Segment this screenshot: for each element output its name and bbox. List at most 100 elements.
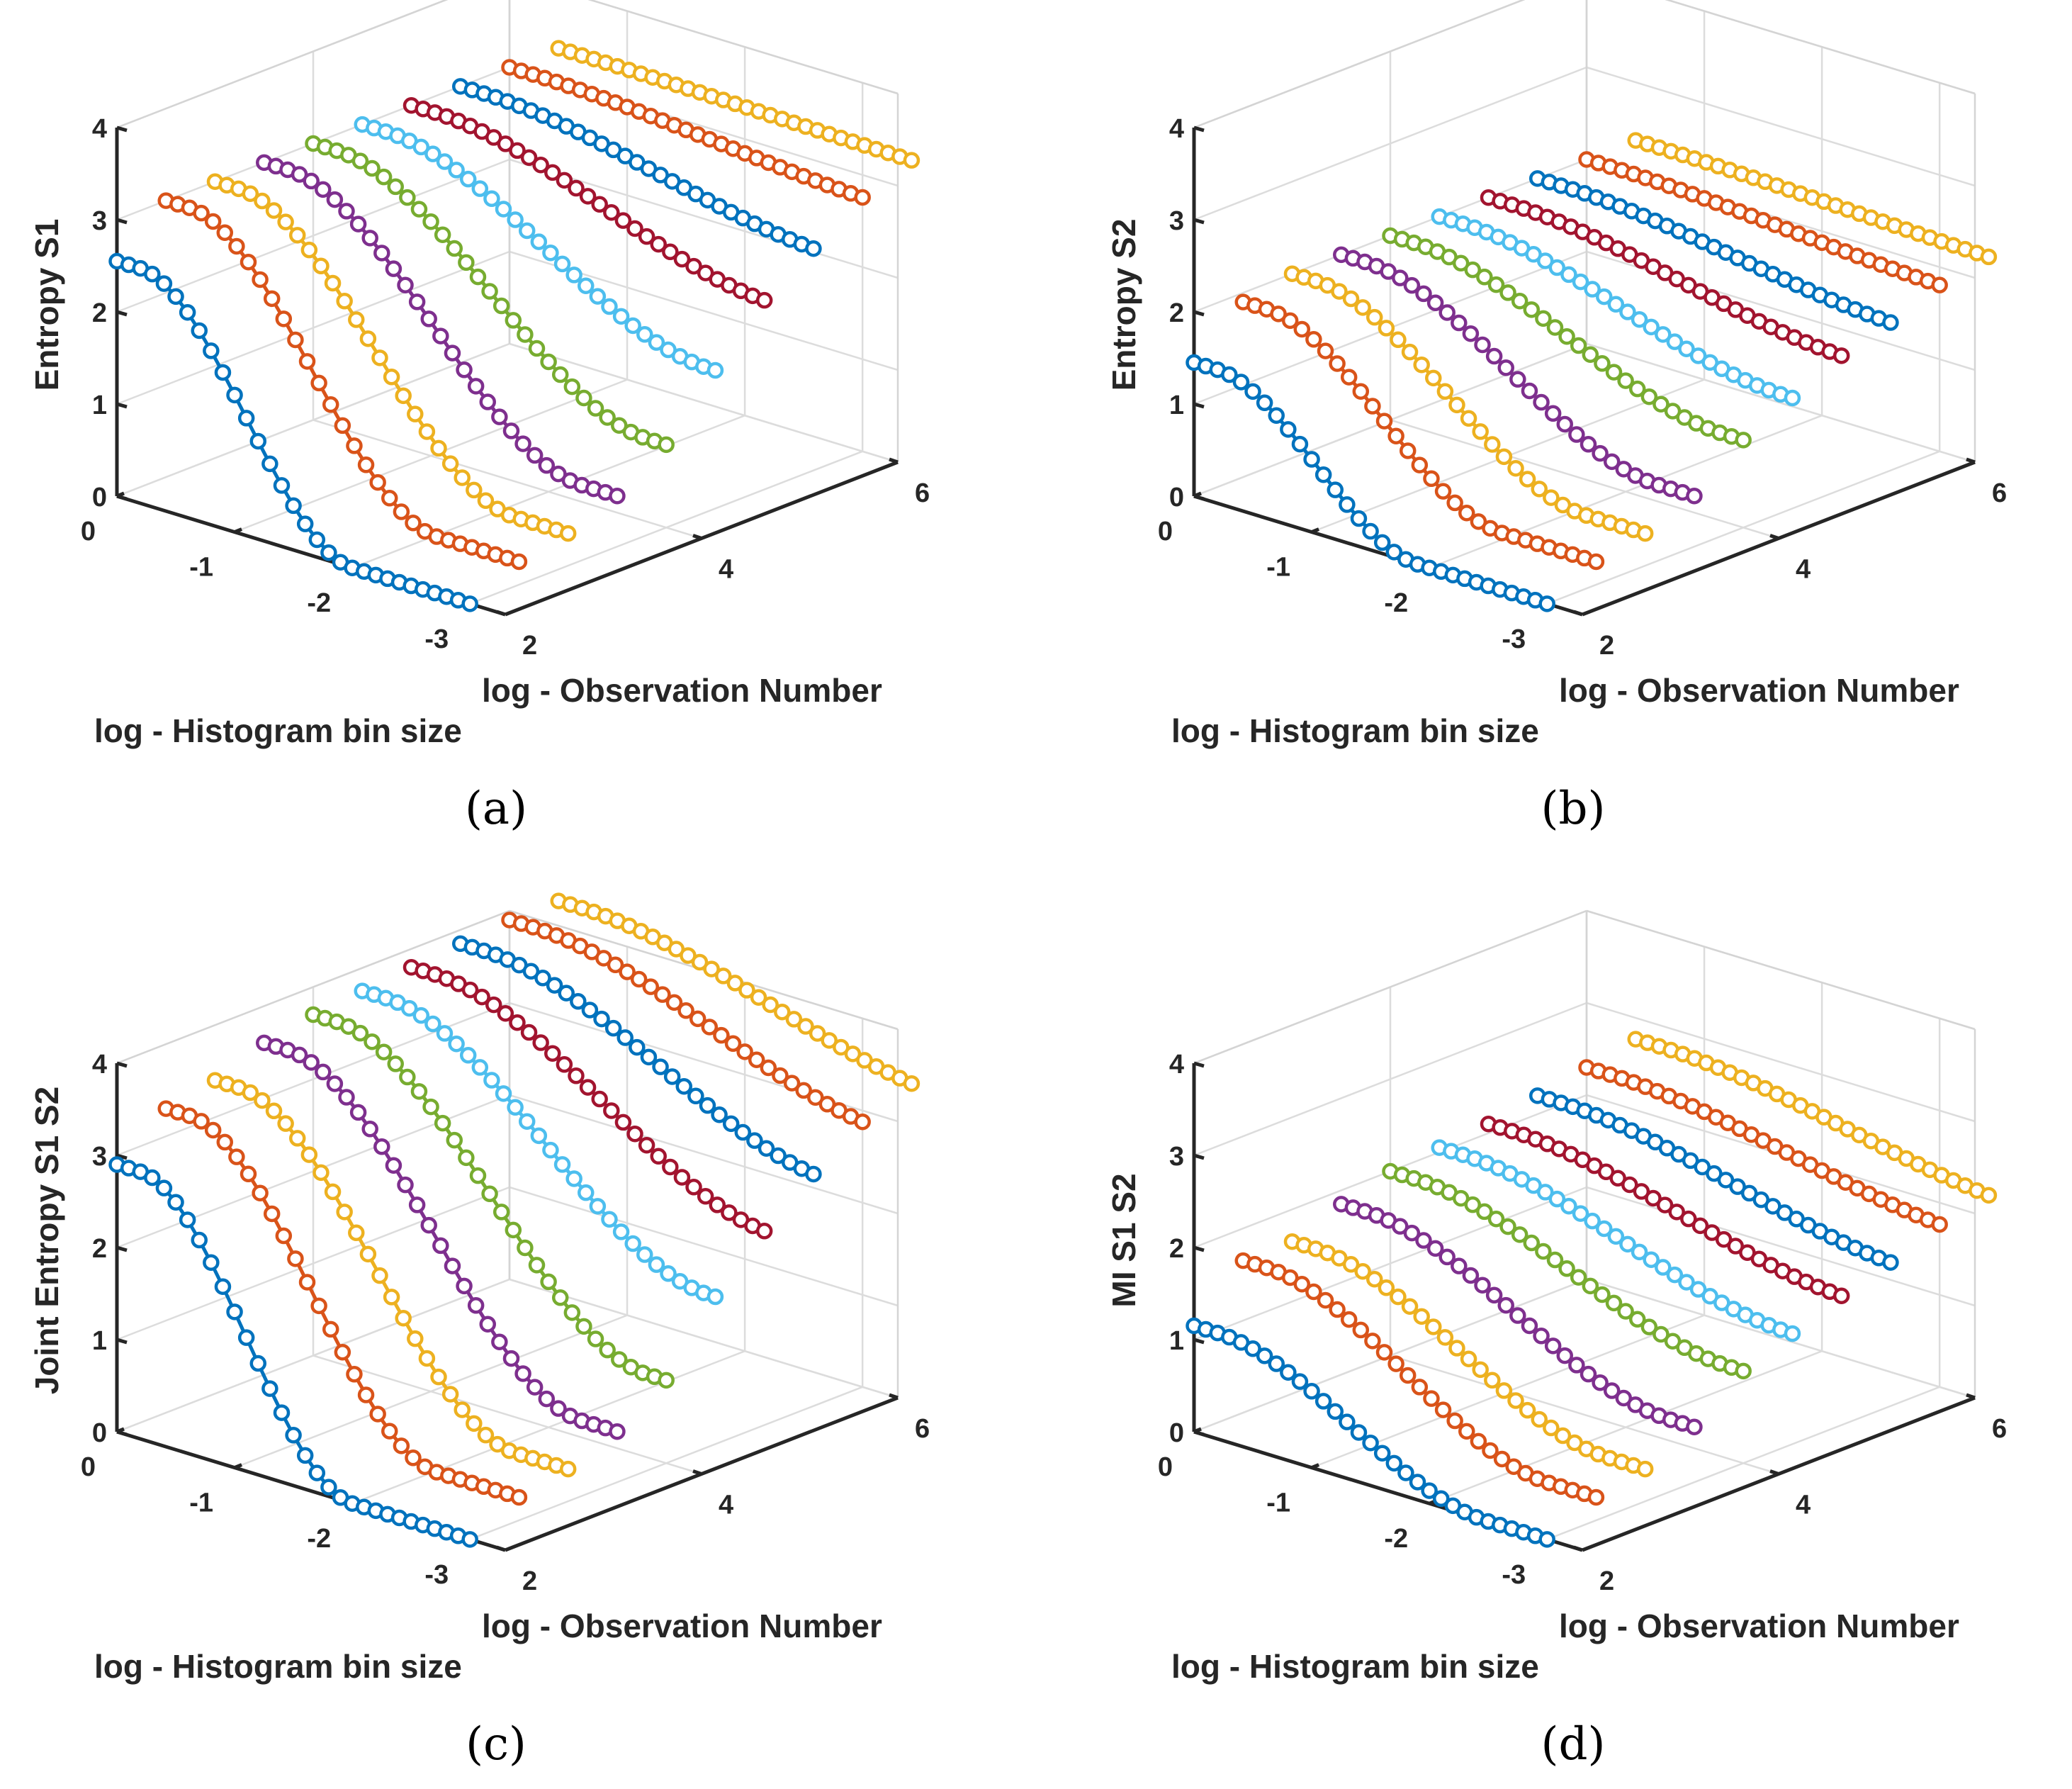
data-point [277,1115,294,1132]
data-point [1482,1442,1499,1459]
data-point [273,1404,291,1421]
data-point [607,956,624,974]
data-point [589,1198,607,1215]
z-tick-label: 3 [92,1142,107,1172]
data-point [648,1256,665,1273]
wall-grid-z [116,342,510,498]
y-tick-label: 4 [1796,555,1811,585]
data-point [373,245,390,262]
data-point [785,1011,803,1028]
data-point [755,291,773,309]
data-point [1499,284,1516,301]
data-point [324,1183,342,1201]
wall-grid-z [116,1186,510,1341]
data-point [291,1046,308,1064]
data-point [1592,1374,1609,1391]
data-point [1535,1243,1552,1260]
box-edge [116,909,510,1065]
data-point [298,353,316,370]
y-tick [1769,534,1779,540]
series-obs-2.5 [1234,293,1605,571]
data-point [1373,1445,1391,1462]
data-point [265,202,283,219]
y-tick-label: 4 [719,1491,733,1520]
data-point [275,1227,293,1245]
data-point [458,1149,475,1167]
data-point [1509,1307,1526,1324]
data-point [1366,1271,1383,1288]
data-point [1364,1333,1381,1350]
data-point [1636,525,1654,542]
wall-grid-z [116,1278,510,1433]
wall-grid-z [1586,1278,1976,1399]
data-point [568,1067,585,1084]
data-point [575,1318,592,1335]
data-point [1980,248,1998,266]
data-point [903,152,920,169]
data-point [675,1077,693,1095]
data-point [1399,442,1417,459]
series-obs-2.5 [1234,1252,1605,1506]
z-tick-label: 1 [92,1326,107,1356]
data-point [1544,1337,1562,1355]
data-point [399,1068,416,1086]
y-axis-label: log - Observation Number [1559,672,1959,709]
data-point [469,1167,487,1184]
data-point [303,172,320,190]
data-point [144,265,161,283]
data-point [1536,1184,1554,1201]
data-point [1631,310,1648,328]
data-point [1631,1243,1648,1261]
box-edge [1193,0,1526,129]
panel-caption: (d) [1541,1718,1606,1771]
data-point [1628,380,1646,398]
data-point [287,1250,304,1267]
data-point [454,1401,471,1418]
data-point [1603,453,1621,471]
data-point [300,241,318,259]
data-point [1548,259,1566,276]
y-tick [496,1545,506,1552]
data-point [1460,1350,1477,1367]
z-tick-label: 2 [92,1234,107,1264]
data-point [1387,1355,1404,1372]
data-point [334,1343,351,1361]
data-point [1493,1450,1511,1468]
data-point [308,1464,326,1481]
data-point [1548,1190,1566,1208]
data-point [387,178,404,196]
y-tick-label: 2 [522,631,537,661]
data-point [338,203,355,220]
data-point [399,189,416,206]
series-obs-6 [1578,151,1948,293]
data-point [530,233,548,250]
data-point [434,226,451,243]
data-point [1339,496,1356,513]
data-point [1385,1454,1403,1472]
data-point [1464,1196,1481,1213]
z-tick-label: 3 [92,206,107,236]
data-point [324,274,342,292]
data-point [724,1035,742,1053]
data-point [626,1125,643,1143]
z-tick [1193,1337,1205,1345]
data-point [520,149,538,167]
data-point [285,497,302,515]
data-point [296,515,314,532]
data-point [1655,1259,1672,1276]
data-point [532,1034,549,1051]
data-point [1303,451,1320,468]
data-point [1689,347,1707,364]
data-point [1572,273,1589,291]
data-point [1643,1251,1660,1268]
data-point [1280,1364,1297,1381]
data-point [446,240,463,257]
data-point [1686,487,1703,505]
data-point [371,349,388,366]
data-point [1474,336,1491,354]
data-point [614,212,632,229]
data-point [1244,1340,1261,1357]
data-point [1460,410,1477,427]
data-point [1390,331,1407,349]
y-tick [1966,457,1976,464]
